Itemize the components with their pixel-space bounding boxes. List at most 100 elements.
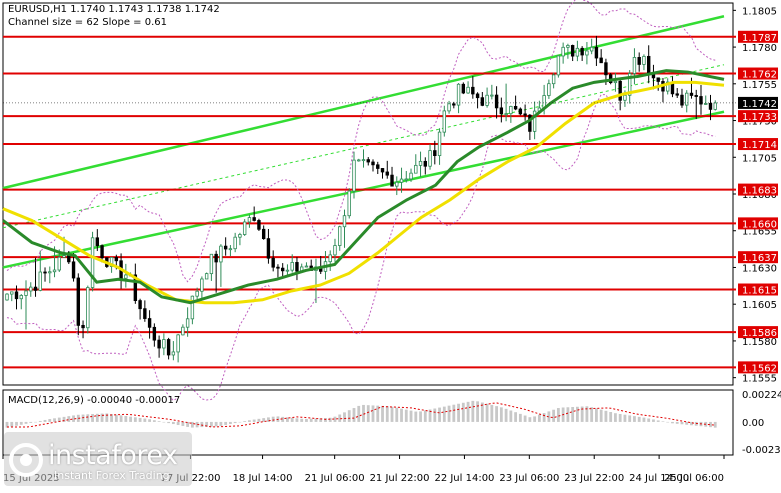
macd-bar [552,409,556,422]
macd-bar [95,413,99,422]
candle-body [147,318,152,328]
candle-body [494,94,499,109]
macd-bar [599,409,603,422]
macd-bar [124,416,128,422]
candle-body [181,326,185,336]
macd-bar [15,421,18,426]
macd-signal-line [7,402,716,428]
logo-backdrop [4,432,192,486]
macd-bar [38,420,42,422]
candle-body [437,131,442,157]
macd-bar [314,418,318,422]
level-label-bg [738,217,778,230]
level-label-bg [738,183,778,196]
candle-body [76,277,80,326]
time-label: 22 Jul 14:00 [434,473,494,484]
macd-bar [585,406,589,422]
macd-bar [219,421,223,426]
price-tick-label: 1.1630 [742,263,777,274]
channel-upper-line [2,15,725,190]
candle-body [380,168,385,173]
candle-body [642,55,646,65]
macd-bar [357,405,361,422]
level-label: 1.1562 [742,363,777,374]
candle-body [143,308,147,319]
symbol-header: EURUSD,H1 1.1740 1.1743 1.1738 1.1742 [8,4,220,15]
macd-bar [637,416,641,422]
candle-body [166,339,171,356]
macd-bar [499,407,503,422]
candle-body [509,105,513,115]
candle-body [485,94,489,106]
macd-bar [614,413,617,422]
macd-bar [167,421,171,424]
macd-tick-label: 0.00224 [742,390,781,401]
time-label: 21 Jul 06:00 [305,473,365,484]
price-tick-label: 1.1605 [742,300,777,311]
candle-body [589,46,594,52]
macd-bar [395,407,399,422]
level-label-bg [738,326,778,339]
candle-body [466,86,470,94]
macd-bar [556,408,560,422]
price-tick-label: 1.1580 [742,337,777,348]
macd-bar [162,421,166,423]
candle-body [666,81,670,92]
macd-bar [91,414,94,422]
candle-body [637,57,641,65]
candle-body [352,159,356,192]
candle-body [447,103,451,112]
level-label-bg [738,30,778,43]
macd-bar [148,419,151,422]
macd-bar [385,406,389,422]
macd-bar [685,421,689,425]
candle-body [704,103,708,105]
macd-bar [181,421,185,426]
macd-bar [143,418,147,422]
candle-body [124,274,128,279]
candle-body [204,273,209,280]
macd-bar [257,418,261,422]
candle-body [395,181,399,187]
logo-name: instaforex [48,440,178,471]
macd-bar [29,421,33,423]
macd-bar [642,417,646,422]
candle-body [57,256,61,271]
macd-bar [129,416,132,422]
macd-bar [114,414,118,422]
macd-bar [171,421,175,425]
macd-bar [190,421,194,428]
macd-bar [509,410,513,422]
price-tick-label: 1.1780 [742,43,777,54]
logo-tagline: Instant Forex Trading [54,469,170,482]
macd-bar [390,406,394,422]
price-tick-label: 1.1655 [742,227,777,238]
macd-bar [305,418,308,422]
macd-bar [471,400,475,422]
candle-body [338,226,342,246]
candle-body [90,237,95,288]
macd-tick-label: 0.00 [742,418,764,429]
candle-body [290,262,294,271]
level-label: 1.1714 [742,140,777,151]
candle-body [62,255,66,258]
time-label: 23 Jul 06:00 [499,473,559,484]
level-label-bg [738,361,778,374]
macd-bar [452,404,456,422]
candle-body [19,295,23,300]
candle-body [48,271,52,274]
candle-body [333,245,337,256]
candle-body [423,160,427,167]
candle-body [285,269,290,272]
macd-bar [243,421,247,422]
macd-bar [67,416,71,422]
bollinger-upper [6,0,716,283]
candle-body [24,290,28,296]
macd-bar [133,417,137,422]
macd-bar [537,414,541,422]
macd-bar [661,421,665,422]
macd-bar [528,417,532,422]
candle-body [471,86,475,95]
candle-body [152,326,157,341]
macd-bar [347,410,351,422]
